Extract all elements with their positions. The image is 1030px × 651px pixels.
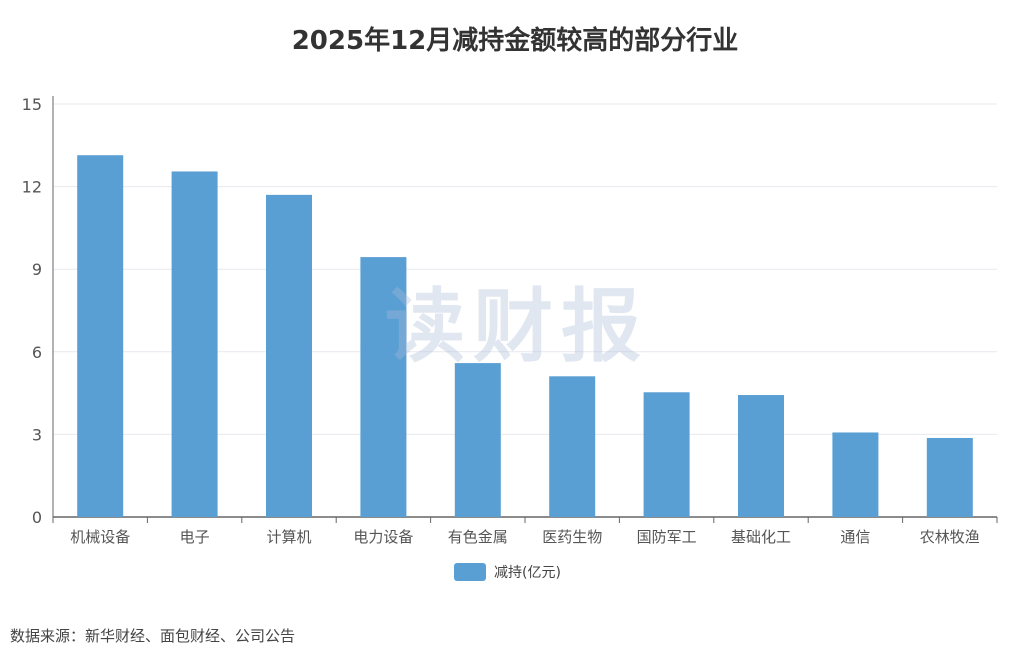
y-tick-label: 9	[32, 260, 42, 279]
y-tick-label: 12	[22, 178, 42, 197]
bar-医药生物	[549, 376, 596, 517]
x-tick-label: 有色金属	[448, 528, 508, 546]
legend[interactable]: 减持(亿元)	[454, 562, 561, 582]
y-tick-label: 3	[32, 425, 42, 444]
x-tick-label: 机械设备	[70, 528, 130, 546]
source-note: 数据来源：新华财经、面包财经、公司公告	[10, 627, 296, 645]
bar-有色金属	[454, 363, 501, 517]
x-tick-label: 电力设备	[353, 528, 413, 546]
x-tick-label: 电子	[180, 528, 210, 546]
x-tick-label: 基础化工	[731, 528, 791, 546]
legend-label: 减持(亿元)	[494, 565, 561, 581]
x-tick-label: 国防军工	[637, 528, 697, 546]
y-tick-label: 15	[22, 95, 42, 114]
chart-title: 2025年12月减持金额较高的部分行业	[291, 26, 739, 56]
x-tick-label: 计算机	[266, 528, 311, 546]
x-tick-label: 通信	[840, 528, 870, 546]
bar-基础化工	[738, 395, 784, 517]
bar-农林牧渔	[926, 437, 973, 517]
y-tick-label: 0	[32, 508, 42, 527]
bar-电力设备	[360, 257, 407, 517]
bar-电子	[171, 171, 218, 517]
bar-计算机	[266, 194, 312, 518]
x-tick-label: 农林牧渔	[920, 528, 980, 546]
x-tick-label: 医药生物	[542, 528, 602, 546]
bar-机械设备	[77, 155, 124, 517]
bar-通信	[832, 432, 879, 517]
y-tick-label: 6	[32, 343, 42, 362]
bar-国防军工	[643, 392, 690, 517]
legend-swatch	[454, 563, 486, 581]
